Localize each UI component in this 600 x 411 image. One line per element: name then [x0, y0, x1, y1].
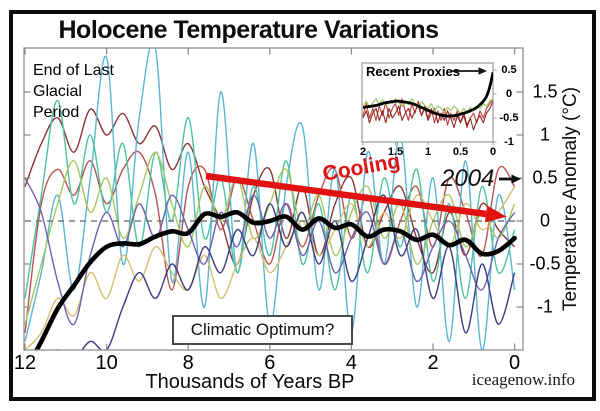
- proxy-darkred-line: [24, 108, 516, 274]
- inset-ticks: [362, 69, 497, 146]
- y-axis-title: Temperature Anomaly (°C): [560, 86, 581, 312]
- annotation-line: End of Last: [33, 62, 114, 79]
- inset-y-tick-label: -1: [504, 136, 514, 148]
- end-of-glacial-annotation: End of Last Glacial Period: [33, 60, 114, 123]
- x-tick-label: 2: [427, 352, 439, 374]
- inset-x-tick-label: 1: [424, 146, 432, 158]
- inset-series-group: [362, 72, 493, 131]
- inset-red-line: [362, 98, 493, 129]
- inset-x-tick-label: 1.5: [387, 146, 404, 158]
- inset-y-tick-label: 0.5: [501, 64, 517, 76]
- y-tick-label: 0: [539, 210, 551, 231]
- inset-average-line: [362, 72, 493, 118]
- inset-y-tick-label: -0.5: [499, 112, 519, 124]
- x-tick-label: 0: [509, 352, 521, 374]
- inset-box: [361, 62, 494, 143]
- y-tick-label: -1: [536, 296, 554, 317]
- y-tick-label: -0.5: [529, 253, 561, 274]
- climatic-optimum-label: Climatic Optimum?: [190, 320, 335, 339]
- proxy-slate-line: [24, 177, 516, 326]
- recent-proxies-arrow-head: [478, 67, 487, 75]
- outer-frame: [9, 10, 596, 401]
- cooling-arrow-head: [484, 205, 507, 223]
- cooling-arrow: [205, 172, 507, 223]
- x-tick-label: 10: [95, 352, 118, 374]
- year-2004-arrow: [499, 174, 521, 184]
- year-arrow-head: [511, 174, 521, 184]
- inset-y-tick-label: 0: [505, 88, 513, 100]
- x-tick-label: 12: [13, 352, 37, 374]
- watermark: iceagenow.info: [471, 370, 575, 389]
- inset-x-tick-label: 0.5: [452, 146, 469, 158]
- y-tick-label: 1.5: [532, 81, 558, 102]
- climatic-optimum-box: Climatic Optimum?: [172, 315, 353, 345]
- average-line: [34, 209, 517, 350]
- page-title: Holocene Temperature Variations: [58, 16, 440, 44]
- annotation-line: Period: [33, 104, 80, 121]
- cooling-arrow-shaft: [205, 172, 487, 218]
- year-2004-annotation: 2004: [441, 165, 495, 192]
- y-tick-label: 0.5: [532, 167, 558, 188]
- annotation-line: Glacial: [33, 83, 82, 100]
- recent-proxies-arrow: [451, 67, 487, 75]
- inset-x-tick-label: 2: [359, 146, 367, 158]
- inset-title: Recent Proxies: [366, 64, 460, 79]
- x-tick-label: 4: [345, 352, 357, 374]
- inset-x-tick-label: 0: [489, 146, 497, 158]
- y-tick-label: 1: [539, 124, 551, 145]
- x-tick-label: 8: [182, 352, 194, 374]
- inset-darkred-line: [362, 100, 493, 131]
- x-axis-title: Thousands of Years BP: [145, 371, 355, 393]
- x-tick-label: 6: [264, 352, 276, 374]
- plot-border: [23, 47, 524, 351]
